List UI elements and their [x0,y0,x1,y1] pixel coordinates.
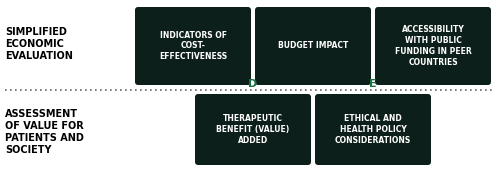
Text: SIMPLIFIED
ECONOMIC
EVALUATION: SIMPLIFIED ECONOMIC EVALUATION [5,27,73,61]
Text: ACCESSIBILITY
WITH PUBLIC
FUNDING IN PEER
COUNTRIES: ACCESSIBILITY WITH PUBLIC FUNDING IN PEE… [394,25,471,67]
Text: C: C [429,0,437,2]
Text: D: D [248,79,258,89]
Text: INDICATORS OF
COST-
EFFECTIVENESS: INDICATORS OF COST- EFFECTIVENESS [159,31,227,61]
Text: BUDGET IMPACT: BUDGET IMPACT [278,41,348,51]
FancyBboxPatch shape [315,94,431,165]
Text: E: E [369,79,377,89]
Text: A: A [188,0,198,2]
FancyBboxPatch shape [375,7,491,85]
Text: ASSESSMENT
OF VALUE FOR
PATIENTS AND
SOCIETY: ASSESSMENT OF VALUE FOR PATIENTS AND SOC… [5,109,84,155]
Text: ETHICAL AND
HEALTH POLICY
CONSIDERATIONS: ETHICAL AND HEALTH POLICY CONSIDERATIONS [335,114,411,145]
FancyBboxPatch shape [255,7,371,85]
FancyBboxPatch shape [135,7,251,85]
Text: THERAPEUTIC
BENEFIT (VALUE)
ADDED: THERAPEUTIC BENEFIT (VALUE) ADDED [216,114,290,145]
Text: B: B [309,0,317,2]
FancyBboxPatch shape [195,94,311,165]
